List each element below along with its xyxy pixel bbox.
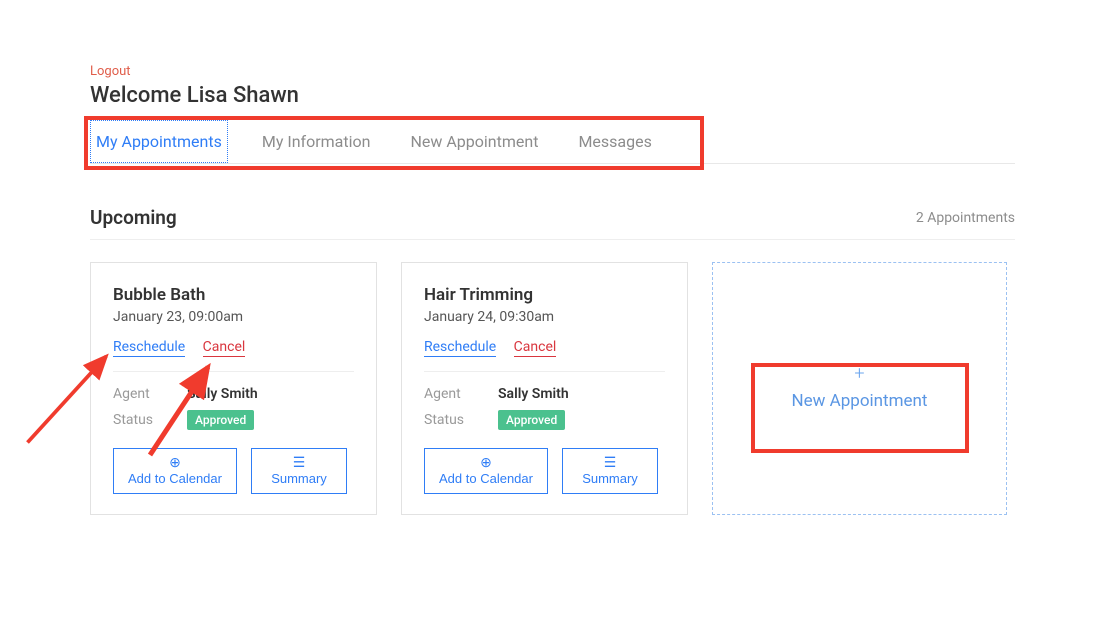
add-to-calendar-label: Add to Calendar xyxy=(128,471,222,487)
agent-label: Agent xyxy=(113,386,187,402)
add-to-calendar-button[interactable]: ⊕ Add to Calendar xyxy=(113,448,237,494)
tab-messages[interactable]: Messages xyxy=(572,120,657,163)
reschedule-link[interactable]: Reschedule xyxy=(424,339,496,357)
status-badge: Approved xyxy=(187,410,254,430)
new-appointment-card[interactable]: + New Appointment xyxy=(712,262,1007,515)
appointment-title: Bubble Bath xyxy=(113,285,354,305)
agent-value: Sally Smith xyxy=(187,386,258,402)
card-divider xyxy=(113,371,354,372)
new-appointment-label: New Appointment xyxy=(792,391,928,411)
reschedule-link[interactable]: Reschedule xyxy=(113,339,185,357)
plus-icon: + xyxy=(854,365,864,383)
add-to-calendar-label: Add to Calendar xyxy=(439,471,533,487)
appointment-datetime: January 24, 09:30am xyxy=(424,309,665,325)
logout-link[interactable]: Logout xyxy=(90,64,131,79)
summary-button[interactable]: ☰ Summary xyxy=(251,448,347,494)
status-label: Status xyxy=(113,412,187,428)
list-icon: ☰ xyxy=(293,455,306,469)
tab-new-appointment[interactable]: New Appointment xyxy=(404,120,544,163)
plus-circle-icon: ⊕ xyxy=(480,455,492,469)
list-icon: ☰ xyxy=(604,455,617,469)
tab-my-appointments[interactable]: My Appointments xyxy=(90,120,228,163)
appointment-card: Hair Trimming January 24, 09:30am Resche… xyxy=(401,262,688,515)
welcome-text: Welcome Lisa Shawn xyxy=(90,83,1015,108)
appointment-card: Bubble Bath January 23, 09:00am Reschedu… xyxy=(90,262,377,515)
section-title-upcoming: Upcoming xyxy=(90,206,177,229)
cancel-link[interactable]: Cancel xyxy=(514,339,557,357)
appointment-datetime: January 23, 09:00am xyxy=(113,309,354,325)
card-divider xyxy=(424,371,665,372)
summary-button[interactable]: ☰ Summary xyxy=(562,448,658,494)
status-label: Status xyxy=(424,412,498,428)
agent-value: Sally Smith xyxy=(498,386,569,402)
appointments-count: 2 Appointments xyxy=(916,210,1015,226)
appointment-title: Hair Trimming xyxy=(424,285,665,305)
status-badge: Approved xyxy=(498,410,565,430)
agent-label: Agent xyxy=(424,386,498,402)
cancel-link[interactable]: Cancel xyxy=(203,339,246,357)
summary-label: Summary xyxy=(582,471,638,487)
tab-my-information[interactable]: My Information xyxy=(256,120,377,163)
summary-label: Summary xyxy=(271,471,327,487)
tabs-container: My Appointments My Information New Appoi… xyxy=(90,120,1015,164)
add-to-calendar-button[interactable]: ⊕ Add to Calendar xyxy=(424,448,548,494)
plus-circle-icon: ⊕ xyxy=(169,455,181,469)
